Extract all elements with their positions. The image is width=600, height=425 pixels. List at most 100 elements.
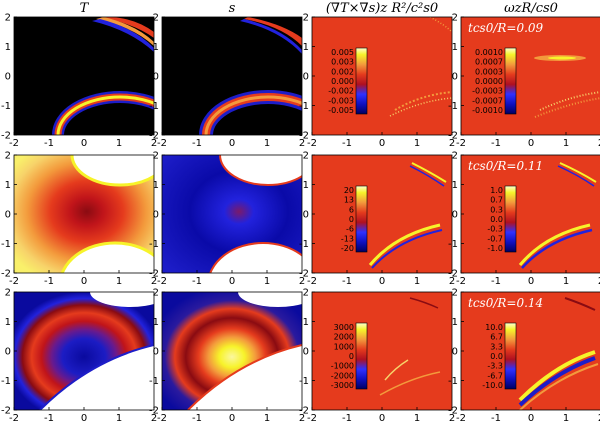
x-tick-label: -2 bbox=[456, 413, 466, 424]
colorbar-label: 0.002 bbox=[331, 67, 354, 76]
colorbar bbox=[355, 185, 368, 253]
y-tick-label: -1 bbox=[1, 239, 11, 250]
y-tick-label: 0 bbox=[303, 72, 309, 83]
y-tick-label: -1 bbox=[448, 101, 458, 112]
x-tick-label: 1 bbox=[414, 413, 420, 424]
y-tick-label: -2 bbox=[1, 269, 11, 280]
colorbar-label: -0.0003 bbox=[472, 87, 503, 96]
y-tick-label: 0 bbox=[153, 347, 159, 358]
x-tick-label: 0 bbox=[229, 138, 235, 149]
x-tick-label: 2 bbox=[151, 138, 157, 149]
y-tick-label: -1 bbox=[299, 376, 309, 387]
colorbar-label: -10.0 bbox=[482, 381, 503, 390]
y-tick-label: 0 bbox=[303, 210, 309, 221]
x-tick-label: 0 bbox=[229, 413, 235, 424]
y-tick-label: 2 bbox=[452, 151, 458, 162]
colorbar-label: 0.003 bbox=[331, 58, 354, 67]
colorbar-label: -0.002 bbox=[328, 87, 354, 96]
x-tick-label: 2 bbox=[299, 138, 305, 149]
y-tick-label: -1 bbox=[299, 239, 309, 250]
y-tick-label: -1 bbox=[1, 376, 11, 387]
x-tick-label: -1 bbox=[44, 138, 54, 149]
x-tick-label: -1 bbox=[491, 276, 501, 287]
x-tick-label: 1 bbox=[414, 138, 420, 149]
y-tick-label: 0 bbox=[452, 210, 458, 221]
panel-row2-baroclinic bbox=[312, 155, 452, 273]
colorbar-label: 0 bbox=[349, 352, 354, 361]
x-tick-label: 2 bbox=[449, 413, 455, 424]
colorbar-label: -3.3 bbox=[487, 362, 503, 371]
x-tick-label: 2 bbox=[449, 138, 455, 149]
x-tick-label: 2 bbox=[299, 276, 305, 287]
panel-row3-vorticity bbox=[461, 292, 600, 410]
colorbar-label: -6.7 bbox=[487, 371, 503, 380]
column-title-vorticity: ωzR/cs0 bbox=[504, 1, 558, 16]
colorbar-label: 6 bbox=[349, 205, 354, 214]
y-tick-label: -1 bbox=[448, 239, 458, 250]
colorbar-label: -0.0010 bbox=[472, 106, 503, 115]
panel-row1-baroclinic bbox=[312, 17, 452, 135]
x-tick-label: -2 bbox=[456, 276, 466, 287]
colorbar-label: -20 bbox=[341, 244, 354, 253]
x-tick-label: -1 bbox=[342, 276, 352, 287]
x-tick-label: 2 bbox=[598, 413, 600, 424]
colorbar-label: 0.3 bbox=[490, 205, 503, 214]
x-tick-label: 0 bbox=[528, 413, 534, 424]
colorbar-label: 2000 bbox=[334, 333, 354, 342]
column-title-T: T bbox=[80, 1, 90, 16]
colorbar bbox=[504, 322, 517, 390]
y-tick-label: -2 bbox=[448, 131, 458, 142]
y-tick-label: 0 bbox=[452, 72, 458, 83]
x-tick-label: 2 bbox=[299, 413, 305, 424]
colorbar-label: 3000 bbox=[334, 323, 354, 332]
x-tick-label: 1 bbox=[264, 138, 270, 149]
x-tick-label: -2 bbox=[157, 276, 167, 287]
x-tick-label: -1 bbox=[491, 413, 501, 424]
y-tick-label: 0 bbox=[452, 347, 458, 358]
y-tick-label: -2 bbox=[299, 406, 309, 417]
x-tick-label: -1 bbox=[342, 138, 352, 149]
colorbar bbox=[355, 322, 368, 390]
x-tick-label: -1 bbox=[44, 276, 54, 287]
y-tick-label: 1 bbox=[452, 317, 458, 328]
x-tick-label: 1 bbox=[116, 276, 122, 287]
y-tick-label: 2 bbox=[303, 151, 309, 162]
x-tick-label: 1 bbox=[563, 138, 569, 149]
y-tick-label: -1 bbox=[149, 101, 159, 112]
y-tick-label: 2 bbox=[5, 13, 11, 24]
y-tick-label: 1 bbox=[452, 42, 458, 53]
colorbar-label: 1000 bbox=[334, 342, 354, 351]
colorbar-label: 6.7 bbox=[490, 333, 503, 342]
panel-row3-T bbox=[14, 292, 154, 410]
x-tick-label: -2 bbox=[157, 138, 167, 149]
x-tick-label: -2 bbox=[9, 138, 19, 149]
colorbar-label: 0.0003 bbox=[475, 67, 503, 76]
y-tick-label: 2 bbox=[452, 288, 458, 299]
colorbar-label: 0.0 bbox=[490, 215, 503, 224]
y-tick-label: 2 bbox=[303, 13, 309, 24]
colorbar-label: -0.003 bbox=[328, 96, 354, 105]
colorbar-label: -0.7 bbox=[487, 234, 503, 243]
x-tick-label: 2 bbox=[151, 276, 157, 287]
x-tick-label: -1 bbox=[192, 138, 202, 149]
panel-row1-s bbox=[162, 17, 302, 135]
colorbar-label: -6 bbox=[346, 225, 354, 234]
time-label-row2: tcs0/R=0.11 bbox=[468, 159, 543, 173]
y-tick-label: -2 bbox=[299, 131, 309, 142]
x-tick-label: 0 bbox=[379, 276, 385, 287]
y-tick-label: 1 bbox=[5, 42, 11, 53]
colorbar-label: 0.0007 bbox=[475, 58, 503, 67]
y-tick-label: 1 bbox=[452, 180, 458, 191]
x-tick-label: 2 bbox=[151, 413, 157, 424]
y-tick-label: -1 bbox=[299, 101, 309, 112]
y-tick-label: -2 bbox=[299, 269, 309, 280]
x-tick-label: 0 bbox=[379, 138, 385, 149]
y-tick-label: 1 bbox=[153, 180, 159, 191]
colorbar-label: 0.000 bbox=[331, 77, 354, 86]
x-tick-label: 0 bbox=[528, 138, 534, 149]
y-tick-label: 2 bbox=[5, 288, 11, 299]
y-tick-label: -2 bbox=[448, 269, 458, 280]
y-tick-label: 1 bbox=[5, 180, 11, 191]
y-tick-label: 1 bbox=[303, 317, 309, 328]
